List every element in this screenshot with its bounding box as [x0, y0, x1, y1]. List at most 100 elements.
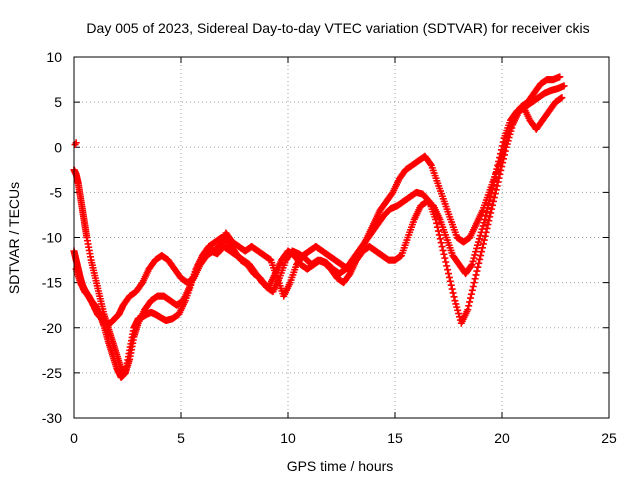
point-track-a-73-6: [469, 282, 477, 290]
point-track-a-74-2: [472, 271, 480, 279]
point-track-a-71-3: [454, 306, 462, 314]
point-track-c-70-4: [502, 139, 510, 147]
point-track-a-68-1: [433, 219, 441, 227]
point-track-a-69-3: [441, 254, 449, 262]
plot-frame: [73, 56, 610, 419]
x-tick-label-5: 25: [601, 430, 617, 446]
x-tick-label-2: 10: [280, 430, 296, 446]
point-track-a-76-3: [486, 213, 494, 221]
y-tick-label-0: -30: [42, 410, 62, 426]
y-tick-label-4: -10: [42, 230, 62, 246]
point-track-b-71-6: [480, 219, 488, 227]
point-track-b-70-6: [474, 241, 482, 249]
point-track-a-69-2: [440, 250, 448, 258]
point-track-a-74-4: [474, 263, 482, 271]
grid-lines: [74, 57, 609, 418]
point-track-a-68-5: [436, 235, 444, 243]
point-track-a-73-3: [467, 294, 475, 302]
y-tick-label-3: -15: [42, 275, 62, 291]
x-tick-label-1: 5: [177, 430, 185, 446]
point-track-a-69-5: [443, 262, 451, 270]
x-tick-labels: 0 5 10 15 20 25: [70, 430, 617, 446]
point-track-a-70-5: [449, 289, 457, 297]
point-track-c-70-2: [500, 146, 508, 154]
x-tick-label-4: 20: [494, 430, 510, 446]
point-track-a-74-1: [471, 275, 479, 283]
point-track-b-70-4: [472, 248, 480, 256]
point-track-a-69-1: [439, 246, 447, 254]
data-points: [70, 73, 568, 381]
point-track-a-68-3: [434, 227, 442, 235]
y-axis-label: SDTVAR / TECUs: [6, 182, 22, 294]
point-track-a-70-1: [445, 273, 453, 281]
point-track-a-77-4: [493, 182, 501, 190]
point-track-b-84: [558, 94, 566, 102]
y-tick-label-2: -20: [42, 320, 62, 336]
y-tick-label-6: 0: [54, 139, 62, 155]
point-track-c-58-6: [426, 160, 434, 168]
point-track-a-71-1: [452, 300, 460, 308]
point-track-b-71-5: [479, 222, 487, 230]
y-tick-labels: -30 -25 -20 -15 -10 -5 0 5 10: [42, 49, 62, 426]
y-tick-label-7: 5: [54, 94, 62, 110]
point-track-c-79: [556, 73, 564, 81]
point-track-a-73-4: [467, 290, 475, 298]
point-track-a-88: [560, 82, 568, 90]
point-track-a-71: [451, 297, 459, 305]
y-tick-label-1: -25: [42, 365, 62, 381]
point-track-a-69: [438, 243, 446, 251]
point-track-a-77-3: [492, 186, 500, 194]
point-track-b-69-6: [467, 262, 475, 270]
point-track-a-73-2: [466, 298, 474, 306]
point-track-a-76-1: [484, 221, 492, 229]
point-track-a-69-6: [444, 266, 452, 274]
x-tick-label-3: 15: [387, 430, 403, 446]
point-track-a-71-2: [453, 303, 461, 311]
point-track-a-69-4: [442, 258, 450, 266]
point-track-a-71-4: [455, 310, 463, 318]
point-track-b-70-1: [469, 257, 477, 265]
point-track-c-70: [498, 152, 506, 160]
point-track-a-73: [464, 306, 472, 314]
point-track-a-77-6: [495, 174, 503, 182]
point-track-a-75-4: [480, 236, 488, 244]
x-axis-label: GPS time / hours: [287, 458, 394, 474]
y-tick-label-5: -5: [50, 184, 63, 200]
point-track-a-77-2: [491, 190, 499, 198]
point-track-b-70-5: [473, 244, 481, 252]
point-track-a-76-5: [488, 205, 496, 213]
point-track-a-74: [470, 279, 478, 287]
point-track-a-70: [445, 270, 452, 278]
point-track-b-72: [481, 215, 489, 223]
point-track-a-70-6: [450, 293, 458, 301]
point-track-a-76-6: [489, 201, 497, 209]
point-track-a-75-3: [479, 240, 487, 248]
y-tick-label-8: 10: [46, 49, 62, 65]
point-track-b-71-2: [476, 232, 484, 240]
point-track-a-74-5: [475, 259, 483, 267]
point-track-a-77-1: [490, 194, 498, 202]
point-track-a-73-5: [468, 286, 476, 294]
point-track-c-70-1: [499, 149, 507, 157]
point-track-b-71-1: [475, 235, 483, 243]
point-track-a-74-3: [473, 267, 481, 275]
point-track-c-70-3: [501, 143, 509, 151]
point-track-b-71-3: [477, 228, 485, 236]
point-track-c-70-6: [504, 133, 512, 141]
point-track-a-70-3: [447, 281, 455, 289]
point-track-a-78-1: [497, 166, 505, 174]
chart-title: Day 005 of 2023, Sidereal Day-to-day VTE…: [86, 20, 589, 36]
point-track-b-70-2: [470, 254, 478, 262]
point-track-a-74-6: [476, 255, 484, 263]
point-track-a-76-4: [487, 209, 495, 217]
point-track-a-76-2: [485, 217, 493, 225]
point-track-a-68-4: [435, 231, 443, 239]
point-track-a-70-4: [448, 285, 456, 293]
point-track-b-70-3: [471, 251, 479, 259]
point-track-a-70-2: [446, 277, 454, 285]
point-track-a-77: [489, 197, 497, 205]
point-track-c-70-5: [503, 136, 511, 144]
point-track-a-68-6: [437, 239, 445, 247]
point-track-b-71-4: [478, 225, 486, 233]
